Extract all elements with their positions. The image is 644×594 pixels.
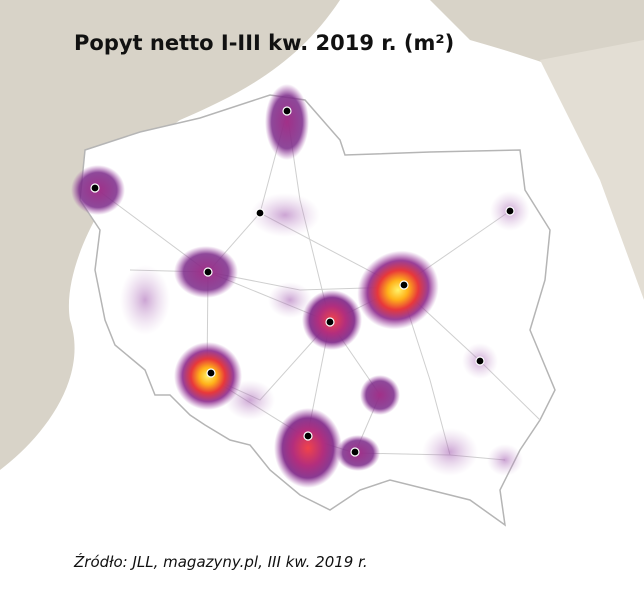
heat-blobs — [71, 84, 530, 488]
brush-texture — [540, 40, 644, 300]
source-note: Źródło: JLL, magazyny.pl, III kw. 2019 r… — [73, 552, 368, 571]
brush-texture — [430, 0, 644, 110]
map-title: Popyt netto I-III kw. 2019 r. (m²) — [74, 31, 454, 55]
city-dots — [90, 106, 515, 457]
brush-texture — [0, 0, 340, 470]
